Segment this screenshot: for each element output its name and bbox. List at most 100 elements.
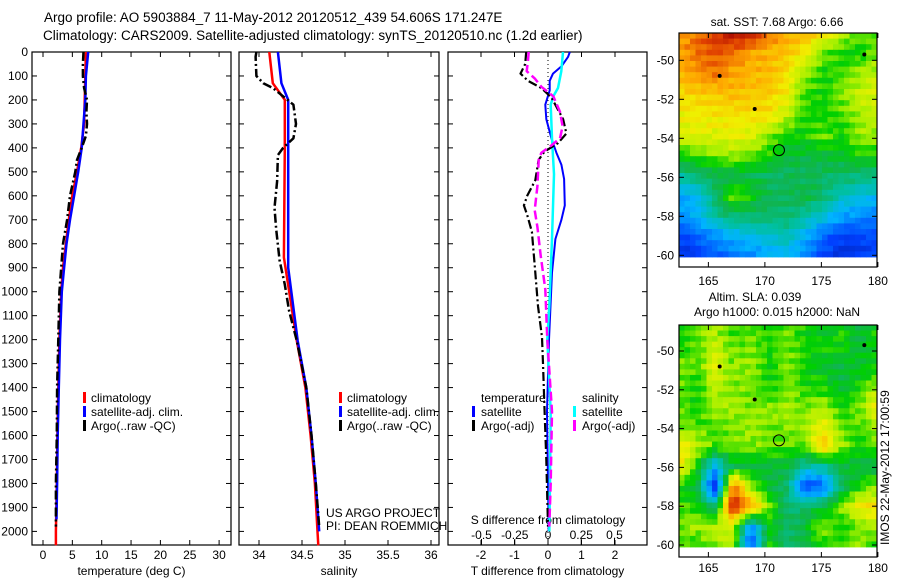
heatmap-cell	[844, 72, 850, 79]
heatmap-cell	[723, 541, 729, 548]
heatmap-cell	[745, 341, 751, 348]
heatmap-cell	[745, 72, 751, 79]
heatmap-cell	[866, 452, 872, 459]
heatmap-cell	[706, 55, 713, 62]
heatmap-cell	[827, 358, 834, 365]
heatmap-cell	[816, 347, 823, 354]
heatmap-cell	[838, 402, 845, 409]
heatmap-cell	[849, 424, 856, 431]
heatmap-cell	[690, 111, 696, 118]
heatmap-cell	[849, 530, 856, 537]
heatmap-cell	[679, 535, 685, 542]
heatmap-cell	[849, 374, 856, 381]
heatmap-cell	[838, 38, 845, 45]
heatmap-cell	[772, 502, 779, 509]
heatmap-cell	[679, 189, 685, 196]
heatmap-cell	[827, 167, 834, 174]
heatmap-cell	[778, 167, 784, 174]
legend-swatch	[472, 406, 475, 417]
heatmap-cell	[734, 402, 740, 409]
heatmap-cell	[706, 424, 713, 431]
heatmap-cell	[849, 122, 856, 129]
heatmap-cell	[767, 229, 773, 235]
heatmap-cell	[684, 161, 691, 168]
heatmap-cell	[871, 408, 878, 415]
heatmap-cell	[855, 374, 861, 381]
heatmap-cell	[745, 33, 751, 39]
heatmap-cell	[860, 374, 867, 381]
heatmap-cell	[866, 234, 872, 241]
heatmap-cell	[833, 325, 839, 331]
heatmap-cell	[745, 105, 751, 112]
heatmap-cell	[822, 524, 828, 531]
heatmap-cell	[750, 49, 757, 56]
heatmap-cell	[728, 117, 735, 123]
heatmap-cell	[805, 128, 812, 135]
heatmap-cell	[767, 145, 773, 151]
heatmap-cell	[767, 128, 773, 135]
heatmap-cell	[745, 173, 751, 179]
heatmap-cell	[695, 419, 702, 426]
heatmap-cell	[778, 358, 784, 365]
heatmap-cell	[739, 83, 746, 90]
heatmap-cell	[767, 524, 773, 531]
heatmap-cell	[695, 229, 702, 235]
heatmap-cell	[690, 72, 696, 79]
heatmap-cell	[811, 497, 817, 503]
heatmap-cell	[739, 480, 746, 487]
heatmap-cell	[866, 519, 872, 526]
heatmap-cell	[855, 502, 861, 509]
heatmap-cell	[800, 480, 806, 487]
heatmap-cell	[860, 436, 867, 442]
heatmap-cell	[866, 44, 872, 51]
heatmap-cell	[712, 150, 718, 157]
heatmap-cell	[706, 66, 713, 73]
heatmap-cell	[695, 436, 702, 442]
heatmap-cell	[772, 173, 779, 179]
heatmap-cell	[745, 358, 751, 365]
heatmap-cell	[745, 49, 751, 56]
heatmap-cell	[739, 100, 746, 107]
heatmap-cell	[767, 184, 773, 191]
heatmap-cell	[789, 424, 795, 431]
heatmap-cell	[684, 330, 691, 337]
heatmap-cell	[712, 167, 718, 174]
heatmap-cell	[838, 33, 845, 39]
heatmap-cell	[816, 173, 823, 179]
heatmap-cell	[849, 223, 856, 230]
heatmap-cell	[706, 245, 713, 252]
heatmap-cell	[816, 325, 823, 331]
heatmap-cell	[811, 111, 817, 118]
heatmap-cell	[772, 513, 779, 520]
heatmap-cell	[778, 100, 784, 107]
heatmap-cell	[695, 341, 702, 348]
heatmap-cell	[822, 150, 828, 157]
heatmap-cell	[728, 535, 735, 542]
heatmap-cell	[723, 223, 729, 230]
heatmap-cell	[849, 251, 856, 258]
heatmap-cell	[794, 161, 801, 168]
heatmap-cell	[844, 469, 850, 476]
heatmap-cell	[844, 145, 850, 151]
heatmap-cell	[750, 229, 757, 235]
heatmap-cell	[679, 391, 685, 398]
heatmap-cell	[783, 206, 790, 213]
heatmap-cell	[844, 452, 850, 459]
heatmap-cell	[816, 524, 823, 531]
heatmap-cell	[761, 424, 768, 431]
heatmap-cell	[756, 441, 762, 448]
heatmap-cell	[778, 206, 784, 213]
heatmap-cell	[679, 212, 685, 219]
heatmap-cell	[783, 419, 790, 426]
heatmap-cell	[789, 380, 795, 387]
heatmap-cell	[844, 234, 850, 241]
heatmap-cell	[778, 330, 784, 337]
heatmap-cell	[772, 352, 779, 359]
heatmap-cell	[734, 38, 740, 45]
heatmap-cell	[750, 223, 757, 230]
heatmap-cell	[833, 535, 839, 542]
heatmap-cell	[822, 161, 828, 168]
heatmap-cell	[684, 491, 691, 498]
float-marker	[752, 397, 757, 402]
heatmap-cell	[811, 38, 817, 45]
